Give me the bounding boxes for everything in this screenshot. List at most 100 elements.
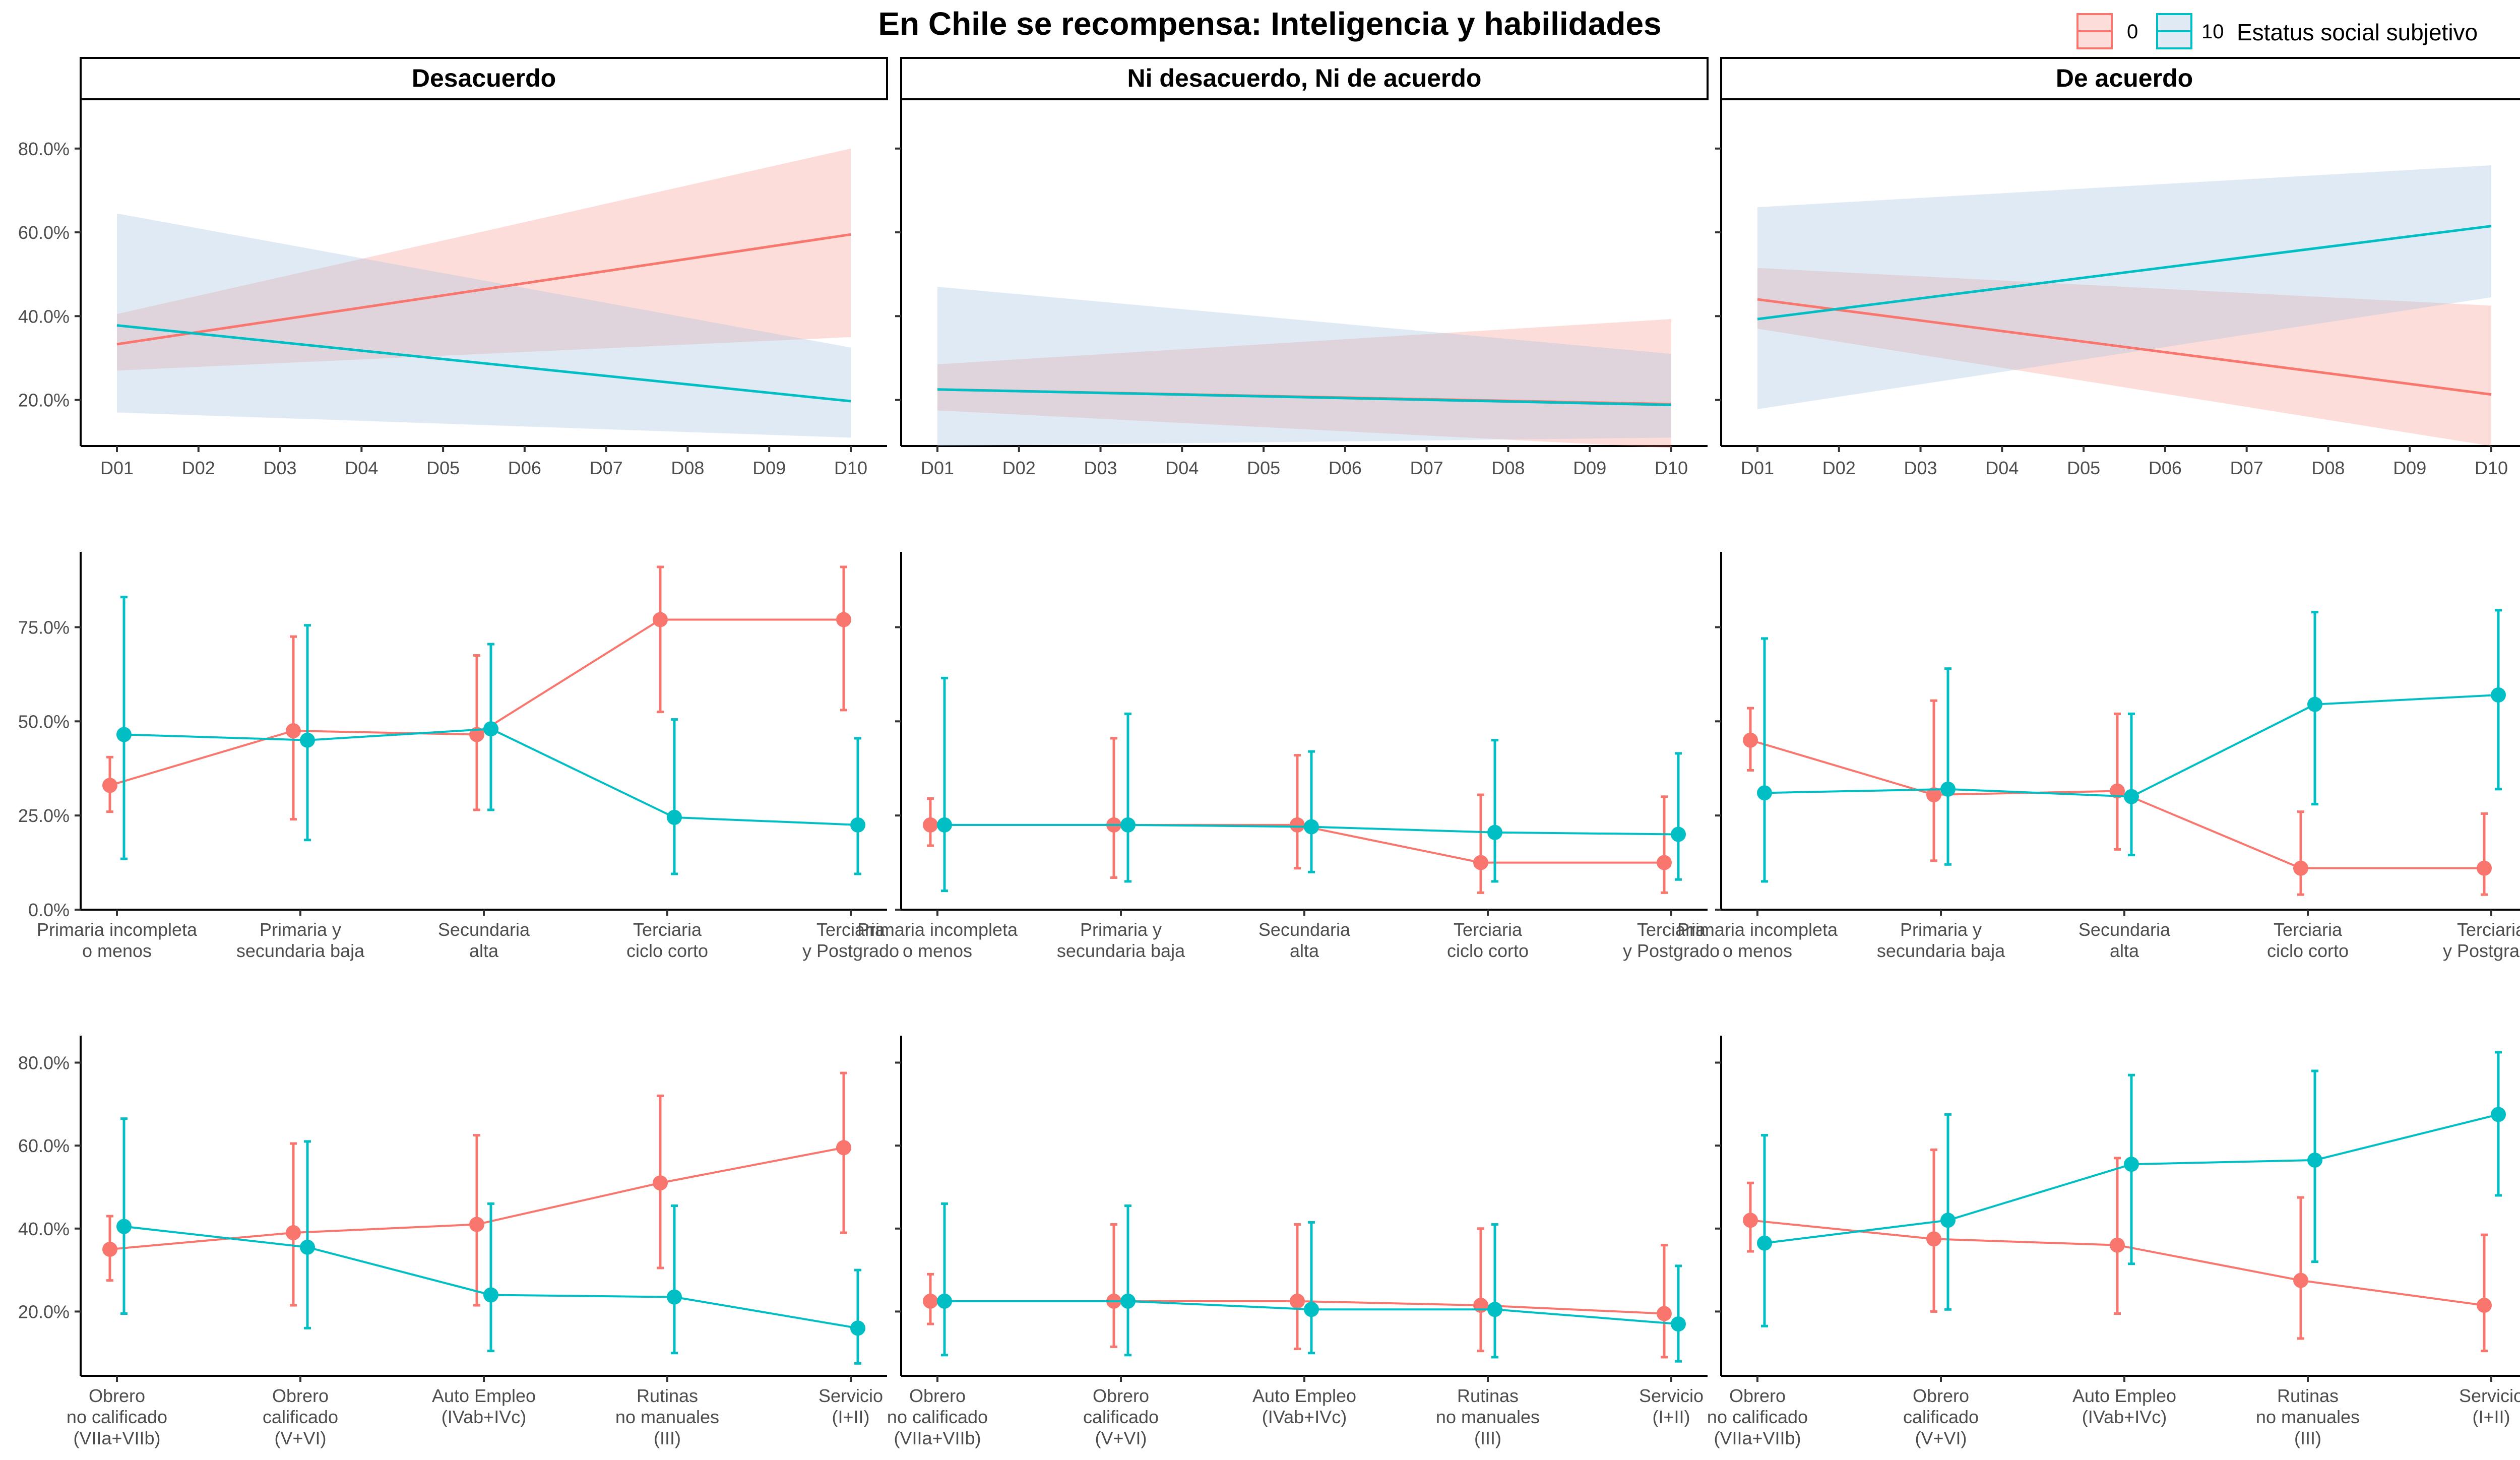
panel-r3-c1: 20.0% 40.0% 60.0% 80.0% Obrero no calificado(… <box>18 1036 887 1448</box>
x-tick-label: D02 <box>1002 458 1036 478</box>
x-tick-label: D04 <box>1165 458 1199 478</box>
x-tick-label: D09 <box>752 458 786 478</box>
x-tick-label: D04 <box>1985 458 2019 478</box>
data-point-10 <box>1940 1213 1956 1228</box>
x-tick-label: D01 <box>921 458 954 478</box>
confidence-band-10 <box>1757 165 2491 409</box>
data-point-0 <box>836 1140 851 1156</box>
data-point-0 <box>836 612 851 627</box>
x-category-label: Servicio (I+II) <box>1639 1385 1704 1427</box>
y-tick-label: 80.0% <box>18 139 70 159</box>
x-category-label: Obrero calificado (V+VI) <box>263 1385 338 1448</box>
panel-r1-c3: D01 D02 D03 D04 D05 D06 D07 D08 D09 D10 <box>1715 98 2520 478</box>
x-tick-label: D06 <box>2149 458 2182 478</box>
facet-strip-3 <box>1720 57 2520 100</box>
x-tick-label: D07 <box>590 458 623 478</box>
x-category-label: Rutinas no manuales (III) <box>2256 1385 2360 1448</box>
trend-line-10 <box>1757 225 2492 321</box>
x-category-label: Terciaria ciclo corto <box>1447 919 1529 961</box>
x-category-label: Terciaria ciclo corto <box>2267 919 2349 961</box>
data-point-0 <box>286 723 301 738</box>
data-point-0 <box>653 612 668 627</box>
panel-r1-c2: D01 D02 D03 D04 D05 D06 D07 D08 D09 D10 <box>895 98 1708 478</box>
x-tick-label: D04 <box>345 458 378 478</box>
x-tick-label: D03 <box>264 458 297 478</box>
data-point-10 <box>1671 827 1686 842</box>
x-tick-label: D03 <box>1904 458 1937 478</box>
trend-line-10 <box>116 324 851 403</box>
data-point-10 <box>2307 696 2322 712</box>
data-point-0 <box>102 778 117 793</box>
data-point-0 <box>2110 1237 2125 1253</box>
data-point-0 <box>923 817 938 833</box>
data-point-10 <box>483 1287 498 1303</box>
legend-label-0: 0 <box>2127 21 2138 43</box>
x-tick-label: D08 <box>1491 458 1525 478</box>
x-category-label: Primaria y secundaria baja <box>1057 919 1185 961</box>
x-tick-label: D10 <box>1655 458 1688 478</box>
x-tick-label: D05 <box>1247 458 1280 478</box>
data-point-10 <box>850 817 865 833</box>
x-category-label: Rutinas no manuales (III) <box>615 1385 719 1448</box>
data-point-0 <box>102 1241 117 1257</box>
panel-r2-c1: 0.0% 25.0% 50.0% 75.0% Primaria incompleta o … <box>18 552 899 961</box>
x-category-label: Obrero calificado (V+VI) <box>1083 1385 1159 1448</box>
x-tick-label: D07 <box>1410 458 1443 478</box>
data-point-10 <box>300 732 315 748</box>
x-category-label: Primaria y secundaria baja <box>1877 919 2005 961</box>
trend-line-0 <box>116 233 851 346</box>
y-tick-label: 80.0% <box>18 1053 70 1073</box>
data-point-10 <box>937 817 952 833</box>
data-point-10 <box>2124 789 2139 804</box>
y-tick-label: 60.0% <box>18 1135 70 1156</box>
data-point-0 <box>1290 817 1305 833</box>
y-tick-label: 60.0% <box>18 222 70 243</box>
data-point-0 <box>1473 1298 1488 1313</box>
confidence-band-0 <box>1757 268 2491 446</box>
x-category-label: Obrero no calificado (VIIa+VIIb) <box>1707 1385 1808 1448</box>
x-tick-label: D10 <box>2475 458 2508 478</box>
data-point-0 <box>1290 1293 1305 1309</box>
x-tick-label: D03 <box>1084 458 1117 478</box>
x-category-label: Servicio (I+II) <box>2459 1385 2520 1427</box>
x-tick-label: D05 <box>2067 458 2100 478</box>
x-category-label: Secundaria alta <box>2078 919 2171 961</box>
x-category-label: Primaria y secundaria baja <box>236 919 365 961</box>
x-tick-label: D06 <box>508 458 541 478</box>
data-point-10 <box>1487 1302 1502 1317</box>
data-point-10 <box>1304 819 1319 835</box>
data-point-0 <box>1743 1213 1758 1228</box>
confidence-band-0 <box>937 319 1671 449</box>
x-category-label: Obrero no calificado (VIIa+VIIb) <box>67 1385 167 1448</box>
x-category-label: Terciaria ciclo corto <box>626 919 708 961</box>
y-tick-label: 75.0% <box>18 617 70 638</box>
x-tick-label: D01 <box>100 458 134 478</box>
data-point-10 <box>1120 817 1136 833</box>
x-category-label: Auto Empleo (IVab+IVc) <box>1252 1385 1356 1427</box>
data-point-10 <box>116 1219 132 1234</box>
y-tick-label: 20.0% <box>18 1301 70 1322</box>
facet-label-2: Ni desacuerdo, Ni de acuerdo <box>1127 64 1482 92</box>
facet-label-1: Desacuerdo <box>412 64 556 92</box>
y-tick-label: 40.0% <box>18 1219 70 1239</box>
x-category-label: Auto Empleo (IVab+IVc) <box>2072 1385 2176 1427</box>
data-point-0 <box>1657 1306 1672 1321</box>
legend-title: Estatus social subjetivo <box>2237 19 2478 45</box>
data-point-10 <box>937 1293 952 1309</box>
data-point-10 <box>1304 1302 1319 1317</box>
facet-strip-1 <box>80 57 888 100</box>
x-tick-label: D09 <box>2393 458 2426 478</box>
legend: 0 10 Estatus social subjetivo <box>2076 13 2478 49</box>
data-point-10 <box>1120 1293 1136 1309</box>
data-point-10 <box>1487 824 1502 840</box>
x-tick-label: D08 <box>671 458 704 478</box>
data-point-0 <box>2477 1298 2492 1313</box>
data-point-0 <box>469 1217 484 1232</box>
data-point-0 <box>1926 1231 1941 1247</box>
chart-title: En Chile se recompensa: Inteligencia y h… <box>878 6 1662 42</box>
data-point-10 <box>667 809 682 825</box>
data-point-10 <box>667 1289 682 1305</box>
y-tick-label: 50.0% <box>18 711 70 732</box>
